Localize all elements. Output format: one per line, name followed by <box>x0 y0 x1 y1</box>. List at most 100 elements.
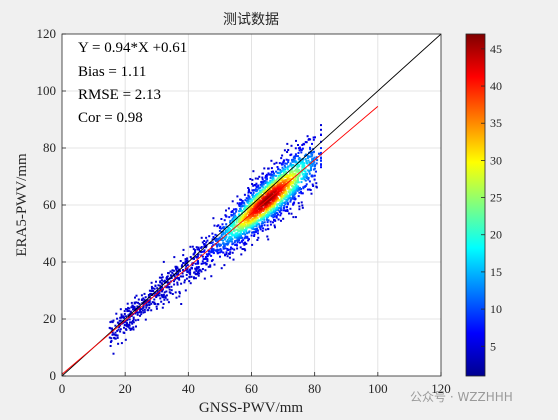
data-point <box>240 222 243 225</box>
data-point <box>139 314 141 317</box>
data-point <box>307 176 310 179</box>
data-point <box>155 307 158 310</box>
data-point <box>268 173 271 176</box>
data-point <box>235 221 238 224</box>
data-point <box>285 158 288 161</box>
data-point <box>287 165 290 168</box>
data-point <box>193 271 196 274</box>
data-point <box>122 331 125 334</box>
data-point <box>283 209 286 212</box>
data-point <box>224 214 227 217</box>
data-point <box>264 210 267 213</box>
data-point <box>256 211 259 213</box>
data-point <box>233 241 236 244</box>
data-point <box>217 249 220 252</box>
data-point <box>268 196 271 199</box>
data-point <box>220 218 223 220</box>
data-point <box>137 301 139 304</box>
data-point <box>126 325 129 328</box>
data-point <box>194 251 197 253</box>
data-point <box>301 144 304 146</box>
data-point <box>225 223 228 226</box>
data-point <box>264 228 267 231</box>
data-point <box>260 181 263 184</box>
data-point <box>287 178 290 181</box>
data-point <box>285 180 288 183</box>
data-point <box>259 213 262 216</box>
data-point <box>189 271 192 274</box>
data-point <box>311 164 314 167</box>
data-point <box>145 302 148 305</box>
data-point <box>275 216 278 219</box>
data-point <box>238 239 241 241</box>
data-point <box>267 227 270 230</box>
data-point <box>157 284 160 287</box>
data-point <box>287 161 290 164</box>
data-point <box>297 155 299 158</box>
data-point <box>120 313 123 316</box>
data-point <box>275 178 278 181</box>
data-point <box>291 191 294 194</box>
data-point <box>223 227 226 230</box>
data-point <box>243 232 246 235</box>
data-point <box>307 155 310 158</box>
data-point <box>259 191 262 194</box>
data-point <box>275 195 278 198</box>
data-point <box>149 292 152 295</box>
data-point <box>257 236 260 239</box>
data-point <box>148 301 151 304</box>
data-point <box>232 258 235 261</box>
data-point <box>250 227 253 230</box>
data-point <box>297 158 300 161</box>
data-point <box>229 238 232 241</box>
stats-box: Y = 0.94*X +0.61 Bias = 1.11 RMSE = 2.13… <box>78 40 187 126</box>
data-point <box>310 161 313 164</box>
data-point <box>240 219 243 222</box>
data-point <box>136 313 139 316</box>
data-point <box>304 172 307 175</box>
y-tick-label: 60 <box>43 197 56 212</box>
data-point <box>288 212 290 215</box>
data-point <box>253 196 256 199</box>
reference-line-1to1 <box>62 34 441 376</box>
data-point <box>201 255 204 258</box>
data-point <box>298 191 301 194</box>
data-point <box>155 280 157 283</box>
data-point <box>190 257 193 260</box>
data-point <box>238 236 241 239</box>
data-point <box>219 248 222 251</box>
data-point <box>205 262 208 265</box>
data-point <box>259 194 262 197</box>
data-point <box>239 203 242 206</box>
data-point <box>186 264 189 267</box>
data-point <box>210 275 213 278</box>
data-point <box>289 162 292 165</box>
data-point <box>267 206 269 209</box>
data-point <box>243 248 246 251</box>
data-point <box>257 187 260 190</box>
data-point <box>251 231 254 234</box>
data-point <box>274 180 277 183</box>
data-point <box>244 208 246 211</box>
data-point <box>159 281 162 284</box>
data-point <box>235 224 238 227</box>
data-point <box>284 195 287 198</box>
data-point <box>166 281 169 284</box>
data-point <box>274 213 277 215</box>
data-point <box>218 226 221 229</box>
data-point <box>314 136 316 139</box>
data-point <box>205 253 208 256</box>
data-point <box>132 308 135 311</box>
data-point <box>280 193 283 196</box>
data-point <box>222 246 225 249</box>
data-point <box>129 321 131 324</box>
data-point <box>244 221 246 224</box>
data-point <box>145 300 148 303</box>
data-point <box>236 234 239 237</box>
data-point <box>189 256 192 258</box>
data-point <box>271 201 274 204</box>
data-point <box>253 222 256 225</box>
data-point <box>278 210 281 213</box>
data-point <box>260 217 263 220</box>
data-point <box>291 174 294 177</box>
